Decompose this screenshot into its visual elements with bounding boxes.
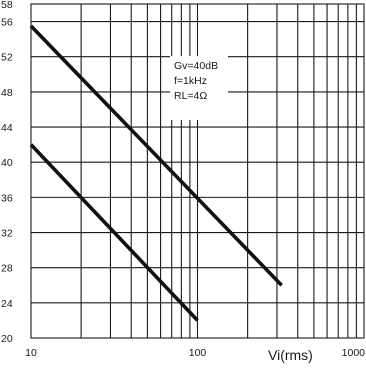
y-tick-label: 28 bbox=[1, 263, 13, 275]
annotation-background bbox=[170, 56, 228, 120]
x-tick-label: 1000 bbox=[342, 347, 366, 359]
series-line bbox=[29, 143, 199, 322]
annotation-line: RL=4Ω bbox=[174, 90, 207, 102]
y-tick-label: 24 bbox=[1, 298, 13, 310]
annotation-block: Gv=40dB f=1kHz RL=4Ω bbox=[174, 60, 218, 102]
y-tick-label: 32 bbox=[1, 228, 13, 240]
y-tick-label: 36 bbox=[1, 192, 13, 204]
x-tick-label: 100 bbox=[189, 347, 207, 359]
y-tick-label: 20 bbox=[1, 333, 13, 345]
annotation-line: Gv=40dB bbox=[174, 60, 218, 72]
y-tick-label: 56 bbox=[1, 17, 13, 29]
x-tick-label: 10 bbox=[25, 347, 37, 359]
y-tick-label: 52 bbox=[1, 52, 13, 64]
x-axis-label: Vi(rms) bbox=[268, 347, 313, 363]
annotation-line: f=1kHz bbox=[174, 75, 207, 87]
y-tick-label: 48 bbox=[1, 87, 13, 99]
y-tick-label: 44 bbox=[1, 122, 13, 134]
tick-labels: 20 24 28 32 36 40 44 48 52 56 58 10 100 1000 bbox=[1, 0, 365, 359]
y-tick-label: 58 bbox=[1, 0, 13, 11]
y-tick-label: 40 bbox=[1, 157, 13, 169]
series-line bbox=[29, 24, 283, 287]
plot-frame bbox=[30, 3, 365, 339]
series-lines bbox=[29, 24, 283, 322]
grid bbox=[31, 4, 364, 338]
